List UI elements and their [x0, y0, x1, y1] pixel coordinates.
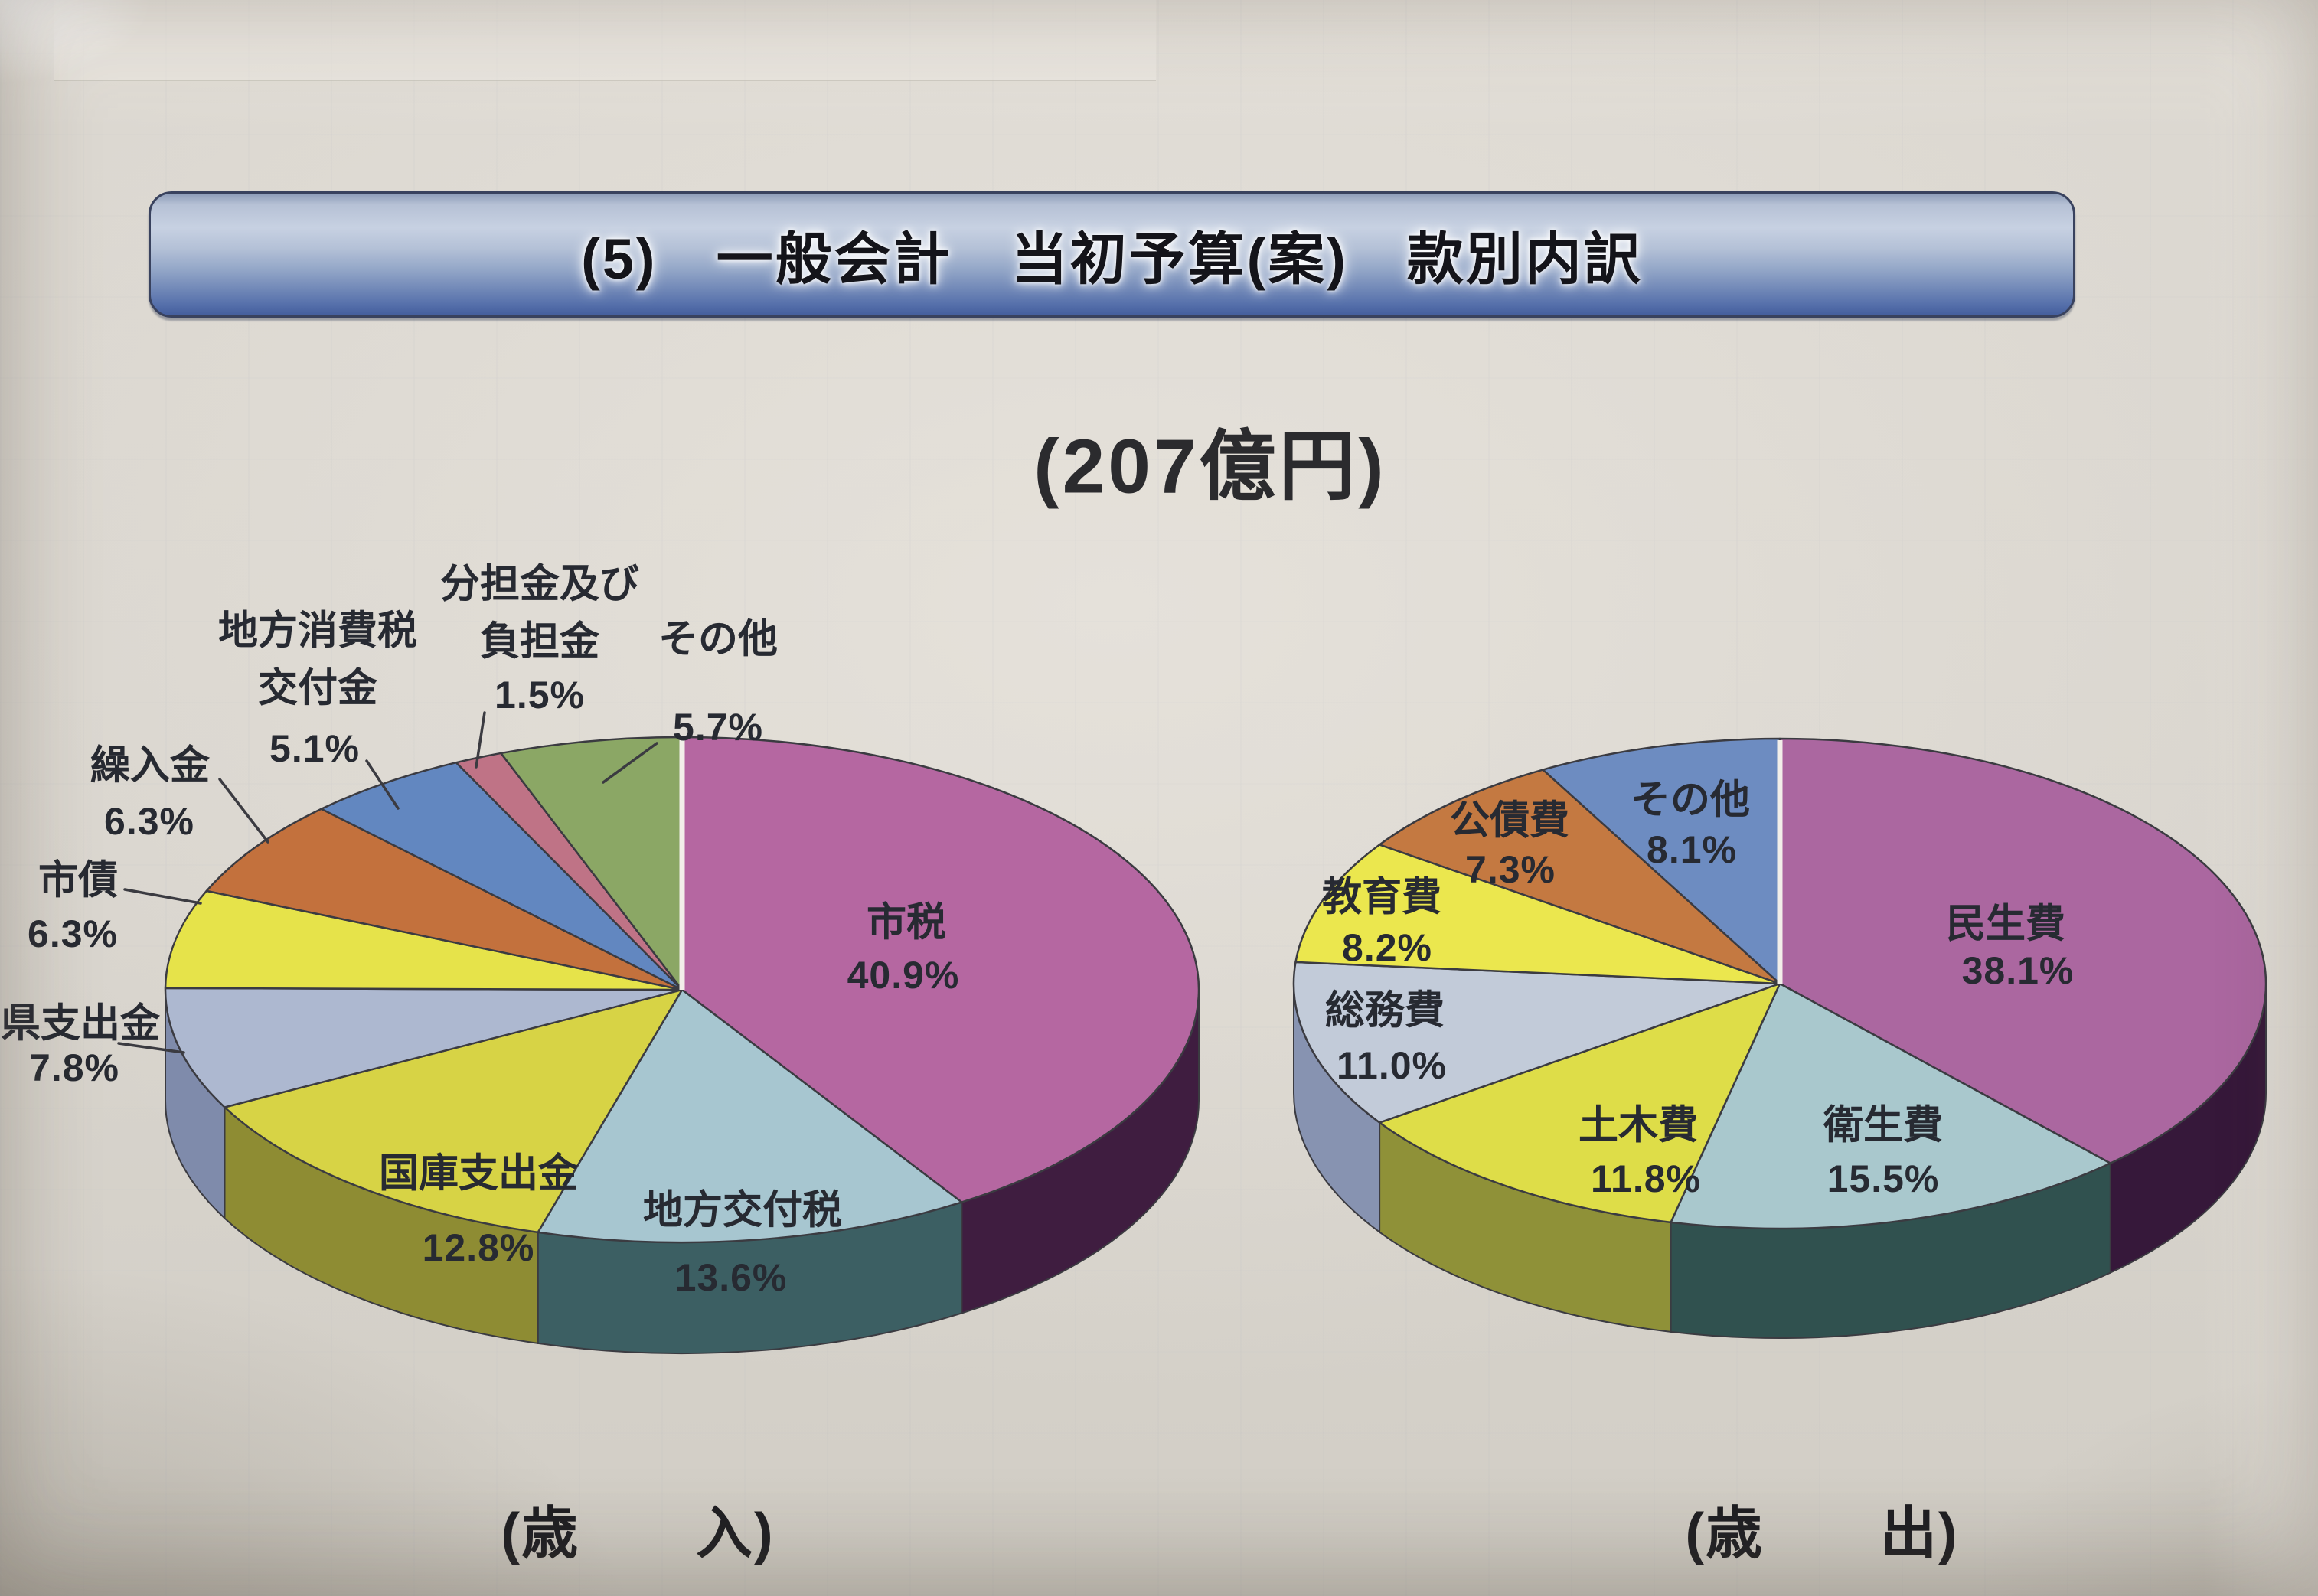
- slice-percent: 12.8%: [422, 1226, 535, 1269]
- slice-percent: 11.8%: [1590, 1157, 1702, 1200]
- leader-line: [123, 888, 202, 905]
- slice-label: 繰入金: [90, 743, 211, 788]
- pie-slice-1: [1542, 737, 1781, 985]
- expenditure-caption: (歳 出): [1685, 1501, 1959, 1565]
- slice-percent: 5.1%: [269, 727, 360, 770]
- slice-percent: 8.1%: [1647, 828, 1737, 871]
- revenue-caption: (歳 入): [501, 1501, 775, 1565]
- slice-percent: 13.6%: [674, 1256, 788, 1299]
- slice-percent: 1.5%: [495, 674, 585, 716]
- pie-slice-1: [1670, 982, 2112, 1230]
- slice-label: 衛生費: [1823, 1103, 1944, 1148]
- pie-slice-0: [500, 736, 684, 991]
- slice-percent: 11.0%: [1336, 1044, 1448, 1087]
- total-amount-subtitle: (207億円): [1033, 423, 1387, 510]
- leader-line: [117, 1042, 185, 1054]
- slice-label: 地方交付税: [642, 1188, 843, 1233]
- slice-percent: 7.8%: [29, 1046, 119, 1089]
- leader-line: [218, 778, 269, 844]
- slice-label: 市債: [38, 858, 119, 903]
- slice-label: 教育費: [1321, 875, 1442, 920]
- slice-label: 市税: [866, 900, 947, 945]
- pie-slice-0: [320, 761, 684, 991]
- slice-label: 地方消費税 交付金: [217, 609, 418, 711]
- slice-label: 土木費: [1578, 1103, 1699, 1148]
- leader-line: [365, 759, 400, 810]
- slice-label: 総務費: [1324, 988, 1445, 1033]
- page-corner-highlight: [0, 0, 153, 84]
- page-title: (5) 一般会計 当初予算(案) 款別内訳: [581, 227, 1643, 291]
- pie-slice-1: [1778, 737, 2267, 1164]
- slice-percent: 8.2%: [1342, 926, 1432, 969]
- page-right-edge: [2203, 0, 2318, 1596]
- pie-slice-0: [164, 987, 684, 1108]
- pie-slice-0: [224, 988, 684, 1234]
- pie-slice-0: [681, 736, 1200, 1203]
- slice-label: その他: [1630, 778, 1751, 823]
- slice-percent: 15.5%: [1827, 1157, 1940, 1200]
- underlying-sheet-edge: [54, 0, 1156, 81]
- slice-label: 分担金及び 負担金: [439, 562, 640, 664]
- slice-label: 公債費: [1449, 798, 1570, 844]
- leader-line: [602, 742, 658, 784]
- slice-percent: 6.3%: [28, 912, 118, 955]
- pie-slice-1: [1378, 982, 1781, 1224]
- pie-slice-1: [1294, 844, 1781, 985]
- slice-percent: 6.3%: [104, 800, 194, 843]
- slice-label: その他: [658, 617, 779, 662]
- pie-slice-0: [537, 988, 963, 1244]
- pie-slice-1: [1292, 961, 1781, 1124]
- slice-label: 県支出金: [0, 1001, 161, 1046]
- pie-slice-0: [205, 808, 684, 991]
- title-banner: (5) 一般会計 当初予算(案) 款別内訳: [149, 191, 2075, 318]
- slice-percent: 7.3%: [1465, 848, 1556, 891]
- slice-percent: 38.1%: [1961, 949, 2075, 992]
- slice-percent: 40.9%: [847, 954, 960, 997]
- pie-slice-1: [1378, 769, 1781, 985]
- leader-line: [475, 711, 486, 769]
- slice-percent: 5.7%: [673, 706, 763, 749]
- pie-slice-0: [164, 889, 684, 991]
- slice-label: 民生費: [1945, 902, 2066, 947]
- slice-label: 国庫支出金: [378, 1151, 579, 1196]
